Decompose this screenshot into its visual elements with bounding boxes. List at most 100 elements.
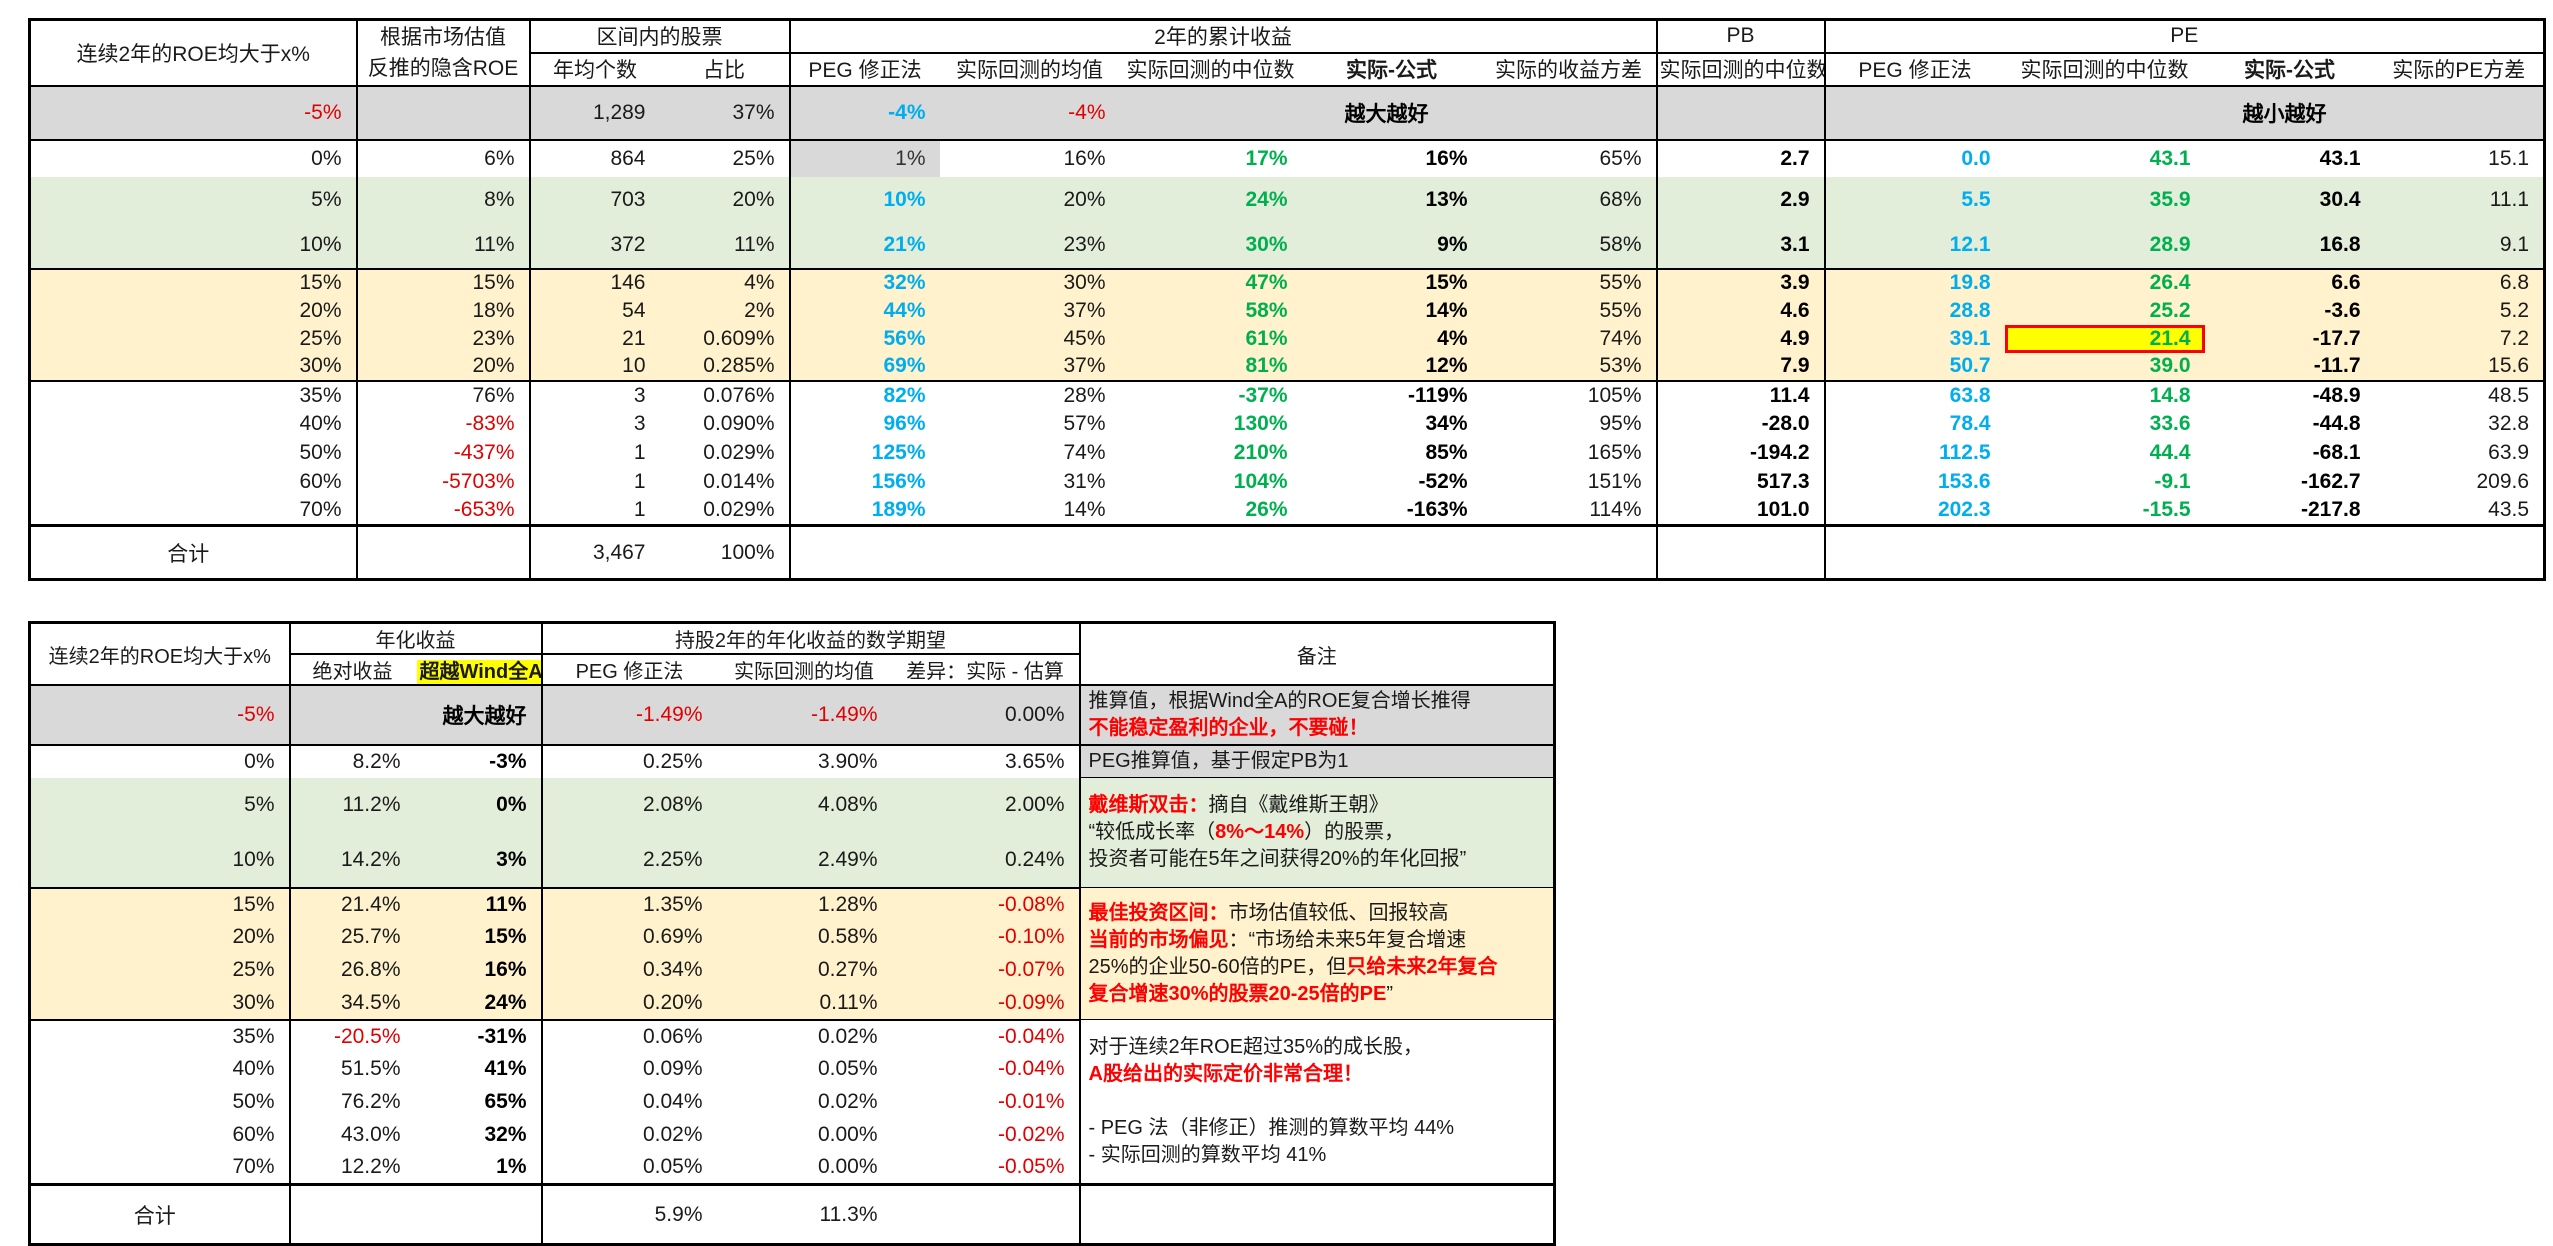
cell-pe-variance xyxy=(2374,85,2545,141)
cell-peg-method: 0.04% xyxy=(540,1085,717,1119)
cell-peg-method: 96% xyxy=(788,409,940,439)
header-absolute-return: 绝对收益 xyxy=(288,654,415,686)
cell-percentage: 0.029% xyxy=(703,498,775,522)
table-row: 30% 20% 10 0.285% 69% 37% 81% 12% 53% 7.… xyxy=(29,352,2545,382)
header-backtest-median: 实际回测的中位数 xyxy=(1119,52,1302,87)
table-row: 5% 8% 703 20% 10% 20% 24% 13% 68% 2.9 5.… xyxy=(29,176,2545,223)
cell-actual-minus-formula: 4% xyxy=(1301,324,1482,353)
highlighted-header-text: 超越Wind全A xyxy=(416,660,542,683)
table-row: -5% 1,289 37% -4% -4% 越大越好 越小越好 xyxy=(29,85,2545,141)
header-group-annualized-return: 年化收益 xyxy=(288,622,542,655)
cell-return-variance: 151% xyxy=(1587,470,1642,493)
cell-pb-median: 101.0 xyxy=(1655,496,1825,526)
cell-roe-threshold: -5% xyxy=(29,85,357,141)
note-emphasis-text: 只给未来2年复合 xyxy=(1346,955,1498,978)
cell-excess-return: 越大越好 xyxy=(414,685,542,746)
cell-pe-actual-minus-formula: -11.7 xyxy=(2204,352,2375,382)
cell-diff-actual-estimate: -0.04% xyxy=(997,1024,1065,1048)
cell-peg-method: 156% xyxy=(788,467,940,497)
cell-actual-minus-formula: -163% xyxy=(1406,498,1468,522)
cell-peg-method: 21% xyxy=(788,222,940,270)
cell-pe-median: 35.9 xyxy=(2004,176,2205,223)
cell-actual-minus-formula: 9% xyxy=(1301,222,1482,270)
cell-backtest-mean: 0.00% xyxy=(817,1155,878,1179)
cell-roe-threshold: 35% xyxy=(232,1024,275,1048)
cell-percentage: 11% xyxy=(659,222,790,270)
table-row: -5% 越大越好 -1.49% -1.49% 0.00% 推算值，根据Wind全… xyxy=(29,685,1555,746)
cell-backtest-median xyxy=(1119,85,1302,141)
cell-pe-median: 33.6 xyxy=(2149,412,2191,435)
header-diff-actual-estimate: 差异：实际 - 估算 xyxy=(891,654,1080,686)
cell-pb-median: 7.9 xyxy=(1655,352,1825,382)
cell-pe-actual-minus-formula: -48.9 xyxy=(2312,383,2361,407)
cell-pe-variance: 7.2 xyxy=(2374,324,2545,353)
cell-percentage: 37% xyxy=(659,85,790,141)
cell-backtest-mean: 31% xyxy=(1063,470,1106,493)
cell-pe-actual-minus-formula: 越小越好 xyxy=(2204,85,2375,141)
header-group-expected-annualized-return: 持股2年的年化收益的数学期望 xyxy=(540,622,1080,655)
cell-roe-threshold: 70% xyxy=(232,1155,275,1179)
table-row: 10% 14.2% 3% 2.25% 2.49% 0.24% xyxy=(29,832,1555,889)
header-implied-roe: 根据市场估值 反推的隐含ROE xyxy=(355,19,530,87)
cell-pe-median: 28.9 xyxy=(2004,222,2205,270)
cell-return-variance: 114% xyxy=(1589,498,1642,522)
header-pe-variance: 实际的PE方差 xyxy=(2374,52,2545,87)
table-row: 30% 34.5% 24% 0.20% 0.11% -0.09% xyxy=(29,986,1555,1021)
cell-pe-peg: 50.7 xyxy=(1823,352,2005,382)
cell-percentage: 2% xyxy=(659,296,790,325)
cell-return-variance: 55% xyxy=(1481,296,1657,325)
table-row: 20% 25.7% 15% 0.69% 0.58% -0.10% xyxy=(29,920,1555,954)
header-pe-actual-minus-formula: 实际-公式 xyxy=(2204,52,2375,87)
cell-percentage: 0.029% xyxy=(703,441,775,464)
cell-backtest-mean: -4% xyxy=(939,85,1120,141)
cell-pe-actual-minus-formula: -3.6 xyxy=(2204,296,2375,325)
cell-backtest-mean: 37% xyxy=(939,352,1120,382)
annualized-return-table: 连续2年的ROE均大于x% 年化收益 持股2年的年化收益的数学期望 备注 绝对收… xyxy=(28,621,1556,1246)
cell-implied-roe: 11% xyxy=(355,222,530,270)
cell-pe-median: -15.5 xyxy=(2142,498,2191,522)
cell-empty xyxy=(1301,524,1482,580)
table-row: 50% -437% 1 0.029% 125% 74% 210% 85% 165… xyxy=(30,438,2545,468)
cell-roe-threshold: 25% xyxy=(29,953,290,987)
table2-header: 连续2年的ROE均大于x% 年化收益 持股2年的年化收益的数学期望 备注 绝对收… xyxy=(29,622,1555,686)
cell-pe-variance: 32.8 xyxy=(2488,412,2530,435)
cell-absolute-return: 34.5% xyxy=(288,986,415,1021)
cell-percentage: 0.076% xyxy=(703,383,775,407)
cell-roe-threshold: 10% xyxy=(29,832,290,889)
cell-backtest-mean: 74% xyxy=(1063,441,1106,464)
cell-pe-variance: 48.5 xyxy=(2488,383,2530,407)
cell-actual-minus-formula: 12% xyxy=(1301,352,1482,382)
cell-pe-actual-minus-formula: -217.8 xyxy=(2300,498,2361,522)
total-label: 合计 xyxy=(29,524,357,580)
header-roe-threshold: 连续2年的ROE均大于x% xyxy=(29,622,290,686)
header-backtest-mean: 实际回测的均值 xyxy=(716,654,892,686)
cell-absolute-return: 12.2% xyxy=(288,1151,415,1185)
cell-pe-actual-minus-formula: -68.1 xyxy=(2312,441,2361,464)
cell-backtest-mean: 0.27% xyxy=(716,953,892,987)
cell-pe-median: 25.2 xyxy=(2004,296,2205,325)
header-actual-minus-formula: 实际-公式 xyxy=(1301,52,1482,87)
cell-peg-method: 189% xyxy=(788,496,940,526)
cell-roe-threshold: -5% xyxy=(29,685,290,746)
note-text: “较低成长率（ xyxy=(1088,821,1216,843)
note-emphasis-text: 不能稳定盈利的企业，不要碰！ xyxy=(1088,717,1369,739)
note-emphasis-text: 最佳投资区间： xyxy=(1088,901,1229,924)
cell-avg-count: 3 xyxy=(528,409,660,439)
cell-excess-return: 32% xyxy=(484,1123,527,1146)
cell-pe-peg: 63.8 xyxy=(1823,380,2005,410)
cell-diff-actual-estimate: -0.02% xyxy=(997,1123,1065,1146)
cell-implied-roe xyxy=(355,85,530,141)
cell-excess-return: 3% xyxy=(414,832,542,889)
header-pe-peg-method: PEG 修正法 xyxy=(1823,52,2005,87)
cell-excess-return: 1% xyxy=(496,1155,527,1179)
cell-backtest-mean: 0.00% xyxy=(817,1123,878,1146)
cell-empty xyxy=(2374,524,2545,580)
cell-avg-count: 372 xyxy=(528,222,660,270)
cell-pe-variance: 6.8 xyxy=(2374,268,2545,297)
cell-roe-threshold: 35% xyxy=(299,383,342,407)
cell-pb-median: 2.9 xyxy=(1655,176,1825,223)
cell-pe-peg: 39.1 xyxy=(1823,324,2005,353)
cell-diff-actual-estimate: -0.01% xyxy=(997,1090,1065,1113)
cell-peg-method: 2.25% xyxy=(540,832,717,889)
